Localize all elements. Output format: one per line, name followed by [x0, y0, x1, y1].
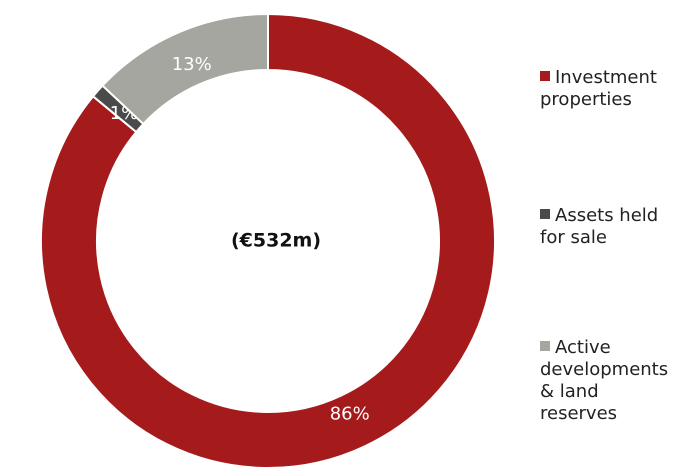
slice [40, 12, 496, 469]
legend-label: Investment properties [540, 67, 657, 110]
legend-label: Active developments & land reserves [540, 337, 669, 424]
legend-swatch [540, 341, 550, 351]
legend-item: Assets held for sale [540, 205, 680, 249]
legend-swatch [540, 209, 550, 219]
center-label: (€532m) [231, 230, 321, 252]
legend-item: Investment properties [540, 67, 680, 111]
legend-swatch [540, 71, 550, 81]
slice [101, 12, 269, 126]
slice-label: 13% [172, 54, 212, 75]
slice-label: 86% [330, 404, 370, 425]
legend-label: Assets held for sale [540, 205, 659, 248]
legend-item: Active developments & land reserves [540, 337, 680, 425]
